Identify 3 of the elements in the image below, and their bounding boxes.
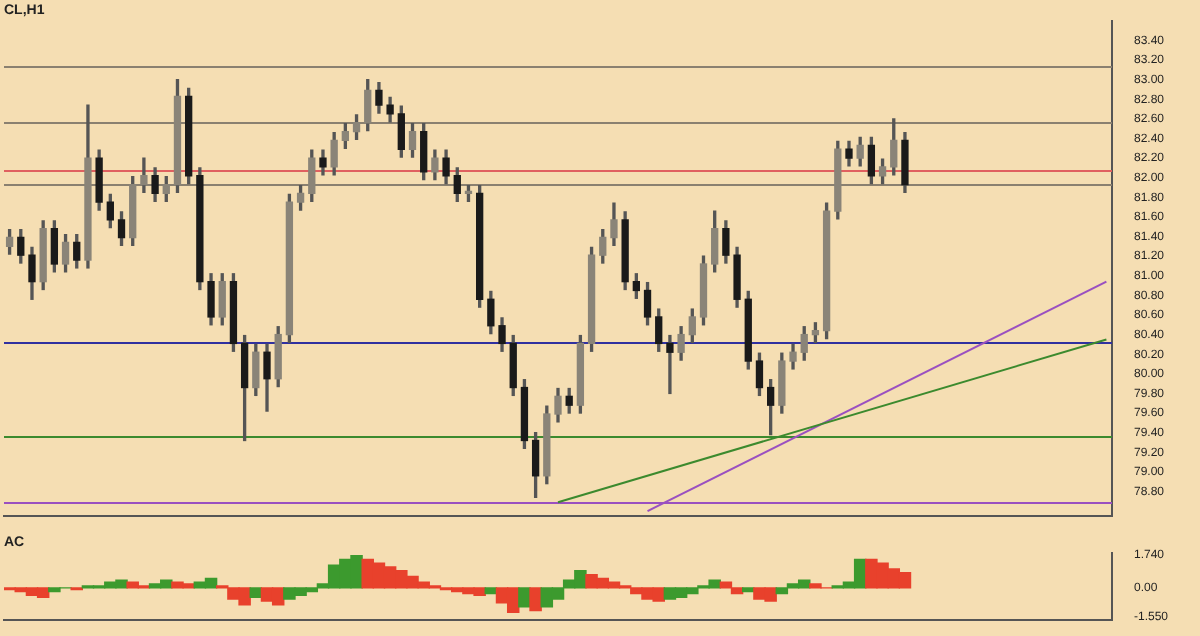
bar (529, 587, 542, 612)
candlestick (666, 334, 674, 395)
bar (249, 587, 263, 598)
